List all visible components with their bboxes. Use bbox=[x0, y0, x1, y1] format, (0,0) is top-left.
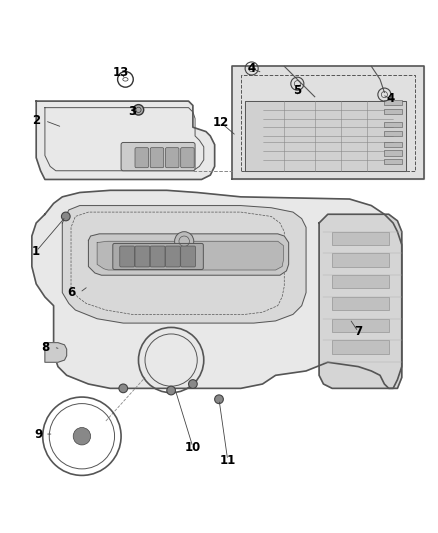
Circle shape bbox=[215, 395, 223, 403]
Text: 11: 11 bbox=[219, 454, 236, 467]
Text: 6: 6 bbox=[67, 286, 75, 299]
Text: 4: 4 bbox=[387, 92, 395, 106]
Polygon shape bbox=[97, 241, 283, 270]
Text: 12: 12 bbox=[213, 116, 230, 130]
Circle shape bbox=[73, 427, 91, 445]
Bar bbox=[385, 150, 402, 156]
Bar bbox=[332, 341, 389, 353]
Text: 8: 8 bbox=[41, 341, 49, 353]
FancyBboxPatch shape bbox=[113, 244, 203, 270]
FancyBboxPatch shape bbox=[150, 148, 164, 168]
Bar bbox=[385, 109, 402, 114]
FancyBboxPatch shape bbox=[120, 246, 134, 267]
Bar bbox=[385, 159, 402, 164]
Polygon shape bbox=[88, 234, 289, 275]
Text: 3: 3 bbox=[128, 106, 136, 118]
Polygon shape bbox=[232, 66, 424, 180]
Bar bbox=[332, 319, 389, 332]
Text: 2: 2 bbox=[32, 114, 40, 127]
Bar bbox=[332, 275, 389, 288]
FancyBboxPatch shape bbox=[135, 246, 150, 267]
Text: 1: 1 bbox=[32, 245, 40, 258]
Text: 10: 10 bbox=[185, 441, 201, 454]
Bar bbox=[332, 297, 389, 310]
Polygon shape bbox=[36, 101, 215, 180]
Bar bbox=[385, 131, 402, 136]
Bar bbox=[332, 254, 389, 266]
FancyBboxPatch shape bbox=[181, 246, 195, 267]
Text: 4: 4 bbox=[247, 62, 256, 75]
Circle shape bbox=[167, 386, 176, 395]
Bar bbox=[385, 100, 402, 106]
Polygon shape bbox=[245, 101, 406, 171]
Bar bbox=[332, 232, 389, 245]
Circle shape bbox=[175, 232, 194, 251]
Circle shape bbox=[188, 379, 197, 389]
FancyBboxPatch shape bbox=[181, 148, 194, 168]
Bar bbox=[385, 122, 402, 127]
FancyBboxPatch shape bbox=[135, 148, 148, 168]
Circle shape bbox=[133, 104, 144, 115]
Circle shape bbox=[119, 384, 127, 393]
Polygon shape bbox=[62, 206, 306, 323]
Text: 7: 7 bbox=[354, 325, 362, 338]
Text: 9: 9 bbox=[34, 427, 42, 441]
FancyBboxPatch shape bbox=[166, 148, 179, 168]
Circle shape bbox=[61, 212, 70, 221]
Polygon shape bbox=[45, 343, 67, 362]
Text: 5: 5 bbox=[293, 84, 301, 96]
FancyBboxPatch shape bbox=[121, 142, 195, 171]
Bar bbox=[385, 142, 402, 147]
Polygon shape bbox=[32, 190, 402, 389]
FancyBboxPatch shape bbox=[150, 246, 165, 267]
Text: 13: 13 bbox=[113, 66, 129, 79]
FancyBboxPatch shape bbox=[166, 246, 180, 267]
Polygon shape bbox=[319, 214, 402, 389]
